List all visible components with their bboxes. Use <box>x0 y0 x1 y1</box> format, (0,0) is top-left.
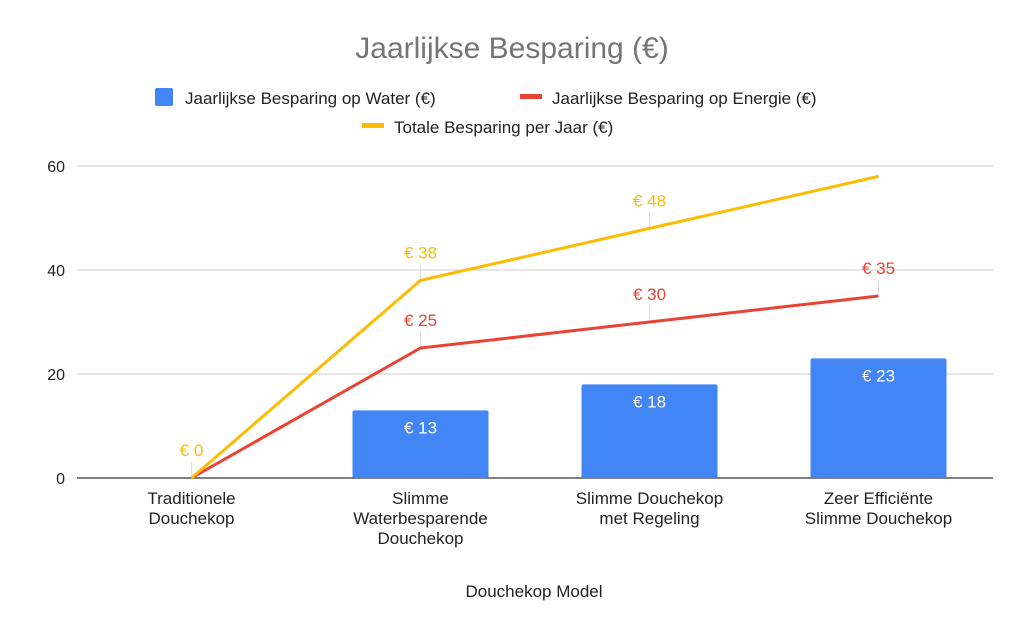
series-line-0 <box>190 294 879 480</box>
x-tick-label-line: Slimme Douchekop <box>576 489 723 508</box>
legend-label-energy: Jaarlijkse Besparing op Energie (€) <box>552 89 817 108</box>
x-tick-label-line: met Regeling <box>599 509 699 528</box>
y-axis: 0 20 40 60 <box>47 159 65 488</box>
line-data-label: € 48 <box>633 191 666 210</box>
series-line-1 <box>190 174 879 480</box>
x-tick-label: Traditionele Douchekop <box>147 489 235 528</box>
y-tick-label: 20 <box>47 367 65 384</box>
x-axis-title: Douchekop Model <box>465 582 602 601</box>
line-data-label: € 35 <box>862 259 895 278</box>
line-data-label: € 0 <box>180 441 204 460</box>
line-data-label: € 38 <box>404 243 437 262</box>
x-tick-label-line: Douchekop <box>377 529 463 548</box>
bars <box>352 358 947 478</box>
y-tick-label: 40 <box>47 263 65 280</box>
y-tick-label: 60 <box>47 159 65 176</box>
x-tick-label-line: Traditionele <box>147 489 235 508</box>
line-data-label: € 25 <box>404 311 437 330</box>
lines <box>190 174 879 480</box>
x-tick-label-line: Waterbesparende <box>353 509 488 528</box>
x-tick-label-line: Douchekop <box>148 509 234 528</box>
bar-data-label: € 18 <box>633 392 666 411</box>
legend: Jaarlijkse Besparing op Water (€) Jaarli… <box>155 88 817 137</box>
bar <box>352 410 489 478</box>
legend-swatch-energy <box>520 94 542 99</box>
legend-label-water: Jaarlijkse Besparing op Water (€) <box>185 89 436 108</box>
legend-swatch-water <box>155 88 173 106</box>
data-labels: € 13 € 18 € 23 € 25 € 30 € 35 € 0 € 38 € 48 <box>180 191 895 476</box>
chart-title: Jaarlijkse Besparing (€) <box>355 32 668 65</box>
x-tick-label-line: Slimme <box>392 489 449 508</box>
line-data-label: € 30 <box>633 285 666 304</box>
bar-data-label: € 23 <box>862 366 895 385</box>
bar <box>810 358 947 478</box>
x-tick-label-line: Slimme Douchekop <box>805 509 952 528</box>
bar-data-label: € 13 <box>404 418 437 437</box>
x-tick-label: Slimme Waterbesparende Douchekop <box>353 489 488 548</box>
bar <box>581 384 718 478</box>
legend-swatch-total <box>362 123 384 128</box>
legend-label-total: Totale Besparing per Jaar (€) <box>394 118 613 137</box>
x-tick-label: Zeer Efficiënte Slimme Douchekop <box>805 489 952 528</box>
y-tick-label: 0 <box>56 471 65 488</box>
x-tick-label: Slimme Douchekop met Regeling <box>576 489 723 528</box>
x-tick-label-line: Zeer Efficiënte <box>824 489 933 508</box>
